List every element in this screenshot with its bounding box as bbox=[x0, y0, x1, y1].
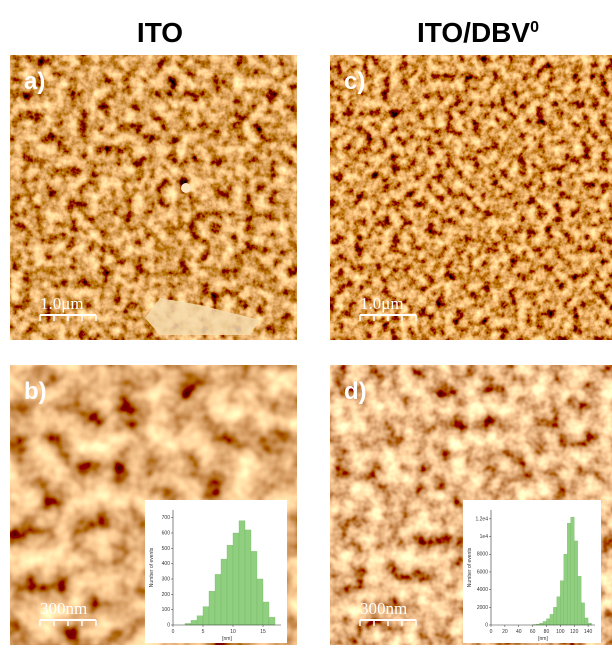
histogram-bar bbox=[233, 533, 239, 625]
histogram-bar bbox=[578, 576, 581, 625]
histogram-bar bbox=[239, 521, 245, 625]
x-tick-label: 0 bbox=[490, 629, 493, 635]
histogram-bar bbox=[245, 530, 251, 625]
histogram-bar bbox=[227, 545, 233, 625]
panel-label: d) bbox=[344, 378, 367, 405]
x-tick-label: 40 bbox=[516, 629, 522, 635]
histogram-bar bbox=[560, 581, 563, 625]
y-tick-label: 100 bbox=[162, 607, 171, 613]
histogram-bar bbox=[557, 597, 560, 625]
histogram-bar bbox=[571, 517, 574, 625]
y-tick-label: 700 bbox=[162, 515, 171, 521]
histogram-bar bbox=[546, 619, 549, 625]
y-tick-label: 8000 bbox=[477, 552, 488, 558]
panel-label: b) bbox=[24, 378, 47, 405]
y-tick-label: 200 bbox=[162, 592, 171, 598]
y-axis-label: Number of events bbox=[149, 547, 155, 587]
histogram-bar bbox=[209, 591, 215, 625]
y-tick-label: 400 bbox=[162, 561, 171, 567]
histogram-bar bbox=[221, 559, 227, 625]
y-tick-label: 0 bbox=[485, 623, 488, 629]
y-tick-label: 1.2e4 bbox=[475, 516, 488, 522]
y-tick-label: 1e4 bbox=[480, 534, 489, 540]
panel-label: a) bbox=[24, 68, 45, 95]
y-tick-label: 500 bbox=[162, 546, 171, 552]
title-superscript: 0 bbox=[530, 19, 539, 36]
x-tick-label: 100 bbox=[556, 629, 565, 635]
y-tick-label: 4000 bbox=[477, 587, 488, 593]
scale-bar-label: 300nm bbox=[40, 599, 87, 618]
scale-bar-label: 1.0μm bbox=[360, 294, 404, 313]
histogram-bar bbox=[564, 554, 567, 625]
figure: ITO ITO/DBV0 a)1.0μmb)300nmc)1.0μmd)300n… bbox=[0, 0, 612, 648]
column-title: ITO/DBV0 bbox=[417, 17, 539, 48]
histogram-bar bbox=[574, 541, 577, 625]
column-title: ITO bbox=[137, 17, 183, 48]
afm-feature bbox=[181, 183, 191, 193]
histogram-bar bbox=[581, 603, 584, 625]
x-tick-label: 10 bbox=[230, 629, 236, 635]
x-tick-label: 15 bbox=[260, 629, 266, 635]
x-axis-label: [nm] bbox=[538, 636, 548, 642]
histogram-bar bbox=[550, 614, 553, 625]
x-tick-label: 20 bbox=[502, 629, 508, 635]
histogram-bar bbox=[203, 607, 209, 625]
histogram-bar bbox=[567, 523, 570, 625]
x-tick-label: 5 bbox=[202, 629, 205, 635]
x-tick-label: 0 bbox=[172, 629, 175, 635]
y-tick-label: 0 bbox=[167, 623, 170, 629]
histogram-bar bbox=[269, 617, 275, 625]
y-tick-label: 2000 bbox=[477, 605, 488, 611]
x-tick-label: 60 bbox=[530, 629, 536, 635]
histogram-bar bbox=[251, 551, 257, 625]
histogram-bar bbox=[215, 574, 221, 625]
x-axis-label: [nm] bbox=[222, 636, 232, 642]
x-tick-label: 140 bbox=[584, 629, 593, 635]
panel-label: c) bbox=[344, 68, 365, 95]
y-tick-label: 300 bbox=[162, 577, 171, 583]
histogram-bar bbox=[197, 616, 203, 625]
histogram-bar bbox=[543, 621, 546, 625]
histogram-bar bbox=[191, 620, 197, 625]
x-tick-label: 80 bbox=[544, 629, 550, 635]
scale-bar-label: 300nm bbox=[360, 599, 407, 618]
title-text: ITO/DBV bbox=[417, 17, 530, 48]
x-tick-label: 120 bbox=[570, 629, 579, 635]
y-tick-label: 600 bbox=[162, 531, 171, 537]
histogram-bar bbox=[257, 579, 263, 625]
y-axis-label: Number of events bbox=[467, 547, 473, 587]
histogram-bar bbox=[263, 602, 269, 625]
histogram-bar bbox=[553, 607, 556, 625]
y-tick-label: 6000 bbox=[477, 569, 488, 575]
histogram-bar bbox=[585, 618, 588, 625]
scale-bar-label: 1.0μm bbox=[40, 294, 84, 313]
